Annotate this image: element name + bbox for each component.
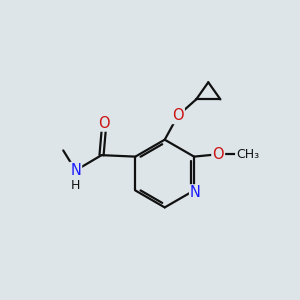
Text: O: O xyxy=(98,116,110,130)
Text: N: N xyxy=(190,185,201,200)
Text: N: N xyxy=(70,163,81,178)
Text: CH₃: CH₃ xyxy=(236,148,259,161)
Text: H: H xyxy=(70,179,80,192)
Text: O: O xyxy=(172,108,184,123)
Text: O: O xyxy=(212,147,224,162)
